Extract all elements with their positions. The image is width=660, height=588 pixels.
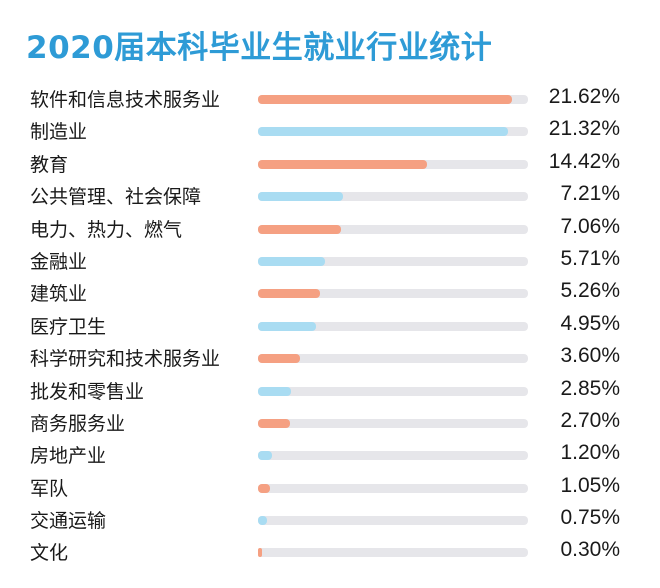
bar (258, 483, 271, 493)
bar-track (258, 451, 528, 461)
bar-track (258, 321, 528, 331)
bar-track (258, 418, 528, 428)
bar (258, 451, 273, 461)
value-label: 4.95% (560, 311, 620, 335)
bar-track (258, 127, 528, 137)
bar (258, 224, 341, 234)
bar-row: 制造业 21.32% (0, 114, 660, 146)
category-label: 软件和信息技术服务业 (30, 89, 221, 111)
bar-row: 建筑业 5.26% (0, 276, 660, 308)
category-label: 交通运输 (30, 510, 107, 533)
category-label: 批发和零售业 (30, 380, 145, 403)
value-label: 3.60% (560, 344, 620, 368)
category-label: 文化 (30, 542, 69, 565)
value-label: 1.20% (560, 441, 620, 465)
category-label: 制造业 (30, 121, 88, 144)
category-label: 电力、热力、燃气 (30, 218, 183, 241)
category-label: 金融业 (30, 250, 88, 273)
bar (258, 321, 317, 331)
bar-row: 金融业 5.71% (0, 244, 660, 276)
value-label: 1.05% (560, 473, 620, 497)
bar-row: 文化 0.30% (0, 535, 660, 567)
value-label: 21.62% (548, 85, 620, 108)
bar (258, 256, 326, 266)
bar-row: 房地产业 1.20% (0, 438, 660, 470)
bar-track (258, 159, 528, 169)
bar-row: 电力、热力、燃气 7.06% (0, 212, 660, 244)
value-label: 2.85% (560, 376, 620, 400)
value-label: 2.70% (560, 408, 620, 432)
bar (258, 386, 292, 396)
bar-track (258, 548, 528, 558)
bar (258, 516, 267, 526)
bar-track (258, 516, 528, 526)
value-label: 0.30% (560, 538, 620, 562)
category-label: 教育 (30, 153, 69, 176)
bar-row: 商务服务业 2.70% (0, 406, 660, 438)
bar (258, 95, 512, 104)
value-label: 0.75% (560, 506, 620, 530)
bar-chart: 软件和信息技术服务业 21.62% 制造业 21.32% 教育 14.42% 公共管理、社会… (0, 82, 660, 568)
bar-track (258, 386, 528, 396)
bar (258, 418, 290, 428)
category-label: 科学研究和技术服务业 (30, 348, 221, 371)
bar (258, 354, 301, 364)
category-label: 房地产业 (30, 445, 107, 468)
bar (258, 192, 343, 202)
bar-row: 公共管理、社会保障 7.21% (0, 179, 660, 211)
bar-track (258, 483, 528, 493)
bar-track (258, 354, 528, 364)
category-label: 商务服务业 (30, 412, 126, 435)
bar (258, 127, 509, 137)
value-label: 21.32% (548, 117, 620, 141)
bar-row: 交通运输 0.75% (0, 503, 660, 535)
bar-row: 软件和信息技术服务业 21.62% (0, 82, 660, 114)
bar-track (258, 224, 528, 234)
bar-track (258, 95, 528, 104)
value-label: 5.26% (560, 279, 620, 303)
bar-row: 批发和零售业 2.85% (0, 374, 660, 406)
value-label: 7.21% (560, 182, 620, 206)
bar-track (258, 289, 528, 299)
chart-title: 2020届本科毕业生就业行业统计 (26, 30, 493, 66)
bar-row: 教育 14.42% (0, 147, 660, 179)
bar-track (258, 192, 528, 202)
value-label: 14.42% (548, 149, 620, 173)
bar-row: 科学研究和技术服务业 3.60% (0, 341, 660, 373)
value-label: 5.71% (560, 246, 620, 270)
bar (258, 159, 428, 169)
category-label: 军队 (30, 477, 69, 500)
bar (258, 548, 262, 558)
category-label: 建筑业 (30, 283, 88, 306)
value-label: 7.06% (560, 214, 620, 238)
bar-row: 医疗卫生 4.95% (0, 309, 660, 341)
category-label: 医疗卫生 (30, 315, 107, 338)
bar (258, 289, 320, 299)
bar-track (258, 256, 528, 266)
category-label: 公共管理、社会保障 (30, 186, 202, 209)
bar-row: 军队 1.05% (0, 471, 660, 503)
